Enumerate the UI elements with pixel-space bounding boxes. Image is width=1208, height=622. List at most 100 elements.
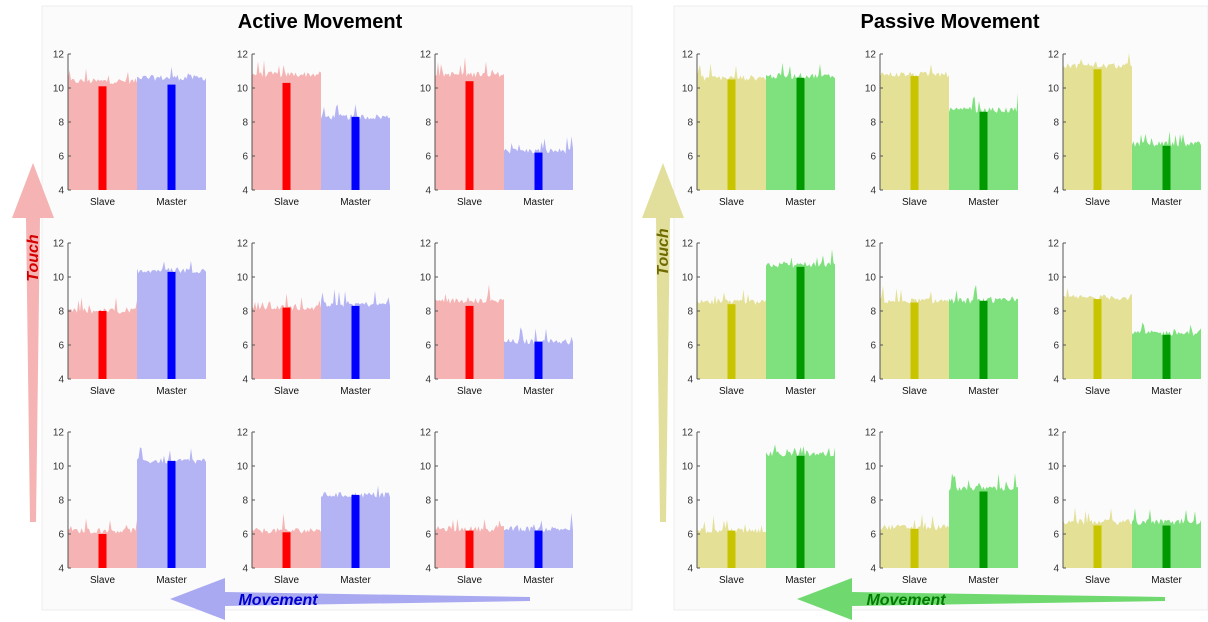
subplot: Slave Master 4 6 8 10 12 [237,428,390,586]
subplot: Slave Master 4 6 8 10 12 [682,239,835,397]
master-bar [1162,334,1171,379]
active-panel-title: Active Movement [238,11,403,33]
master-bar [167,460,176,568]
x-tick-label: Master [785,575,816,586]
y-tick-label: 10 [237,462,249,473]
y-tick-label: 12 [237,428,249,439]
subplot: Slave Master 4 6 8 10 12 [420,239,573,397]
x-tick-label: Master [156,197,187,208]
y-tick-label: 12 [1048,428,1060,439]
y-tick-label: 8 [242,496,248,507]
x-tick-label: Master [156,575,187,586]
y-tick-label: 8 [1053,118,1059,129]
y-tick-label: 6 [870,341,876,352]
y-tick-label: 8 [425,496,431,507]
passive-touch-arrow-shape [642,163,684,522]
slave-bar [465,305,474,379]
y-tick-label: 10 [865,462,877,473]
subplot: Slave Master 4 6 8 10 12 [420,428,573,586]
subplot: Slave Master 4 6 8 10 12 [1048,428,1201,586]
y-tick-label: 10 [420,273,432,284]
y-tick-label: 8 [58,496,64,507]
x-tick-label: Master [968,575,999,586]
y-tick-label: 8 [870,496,876,507]
x-tick-label: Slave [274,386,299,397]
y-tick-label: 4 [58,186,64,197]
master-bar [534,530,543,568]
x-tick-label: Slave [902,575,927,586]
slave-bar [727,79,736,190]
slave-bar [910,302,919,379]
y-tick-label: 6 [58,341,64,352]
y-tick-label: 10 [682,462,694,473]
subplot: Slave Master 4 6 8 10 12 [53,239,206,397]
y-tick-label: 12 [1048,239,1060,250]
x-tick-label: Slave [1085,386,1110,397]
active-movement-arrow-shape [170,578,530,620]
slave-bar [727,530,736,568]
subplot: Slave Master 4 6 8 10 12 [420,50,573,208]
y-tick-label: 10 [420,84,432,95]
x-tick-label: Slave [274,575,299,586]
x-tick-label: Master [340,386,371,397]
y-tick-label: 12 [237,239,249,250]
y-tick-label: 4 [1053,375,1059,386]
y-tick-label: 8 [425,118,431,129]
y-tick-label: 8 [1053,307,1059,318]
y-tick-label: 8 [58,307,64,318]
master-bar [167,84,176,190]
slave-bar [1093,299,1102,379]
x-tick-label: Slave [457,197,482,208]
y-tick-label: 6 [425,530,431,541]
subplot: Slave Master 4 6 8 10 12 [682,428,835,586]
y-tick-label: 6 [58,530,64,541]
master-bar [979,300,988,379]
y-tick-label: 12 [237,50,249,61]
y-tick-label: 12 [865,428,877,439]
x-tick-label: Master [785,197,816,208]
x-tick-label: Master [968,386,999,397]
active-touch-arrow-label: Touch [25,234,42,282]
y-tick-label: 6 [870,152,876,163]
slave-bar [1093,69,1102,190]
subplot: Slave Master 4 6 8 10 12 [1048,50,1201,208]
y-tick-label: 12 [53,428,65,439]
x-tick-label: Slave [719,386,744,397]
slave-bar [98,86,107,190]
y-tick-label: 10 [237,273,249,284]
y-tick-label: 6 [687,530,693,541]
y-tick-label: 6 [242,530,248,541]
y-tick-label: 4 [1053,564,1059,575]
x-tick-label: Slave [90,197,115,208]
y-tick-label: 8 [870,118,876,129]
y-tick-label: 12 [420,50,432,61]
x-tick-label: Slave [90,386,115,397]
master-bar [167,271,176,379]
x-tick-label: Master [156,386,187,397]
y-tick-label: 12 [420,239,432,250]
subplot: Slave Master 4 6 8 10 12 [865,428,1018,586]
active-movement-arrow: Movement [170,578,530,620]
x-tick-label: Master [340,197,371,208]
y-tick-label: 6 [870,530,876,541]
x-tick-label: Slave [719,575,744,586]
master-bar [796,266,805,379]
y-tick-label: 10 [1048,462,1060,473]
subplot: Slave Master 4 6 8 10 12 [237,239,390,397]
y-tick-label: 4 [687,564,693,575]
slave-bar [465,81,474,190]
subplot: Slave Master 4 6 8 10 12 [237,50,390,208]
y-tick-label: 4 [425,186,431,197]
subplot: Slave Master 4 6 8 10 12 [53,50,206,208]
passive-movement-arrow-label: Movement [866,592,946,609]
y-tick-label: 6 [58,152,64,163]
master-bar [979,111,988,190]
x-tick-label: Master [340,575,371,586]
y-tick-label: 10 [682,273,694,284]
y-tick-label: 6 [1053,152,1059,163]
y-tick-label: 8 [242,307,248,318]
slave-bar [282,307,291,379]
active-touch-arrow: Touch [12,163,54,522]
y-tick-label: 12 [53,50,65,61]
passive-touch-arrow-label: Touch [655,228,672,276]
